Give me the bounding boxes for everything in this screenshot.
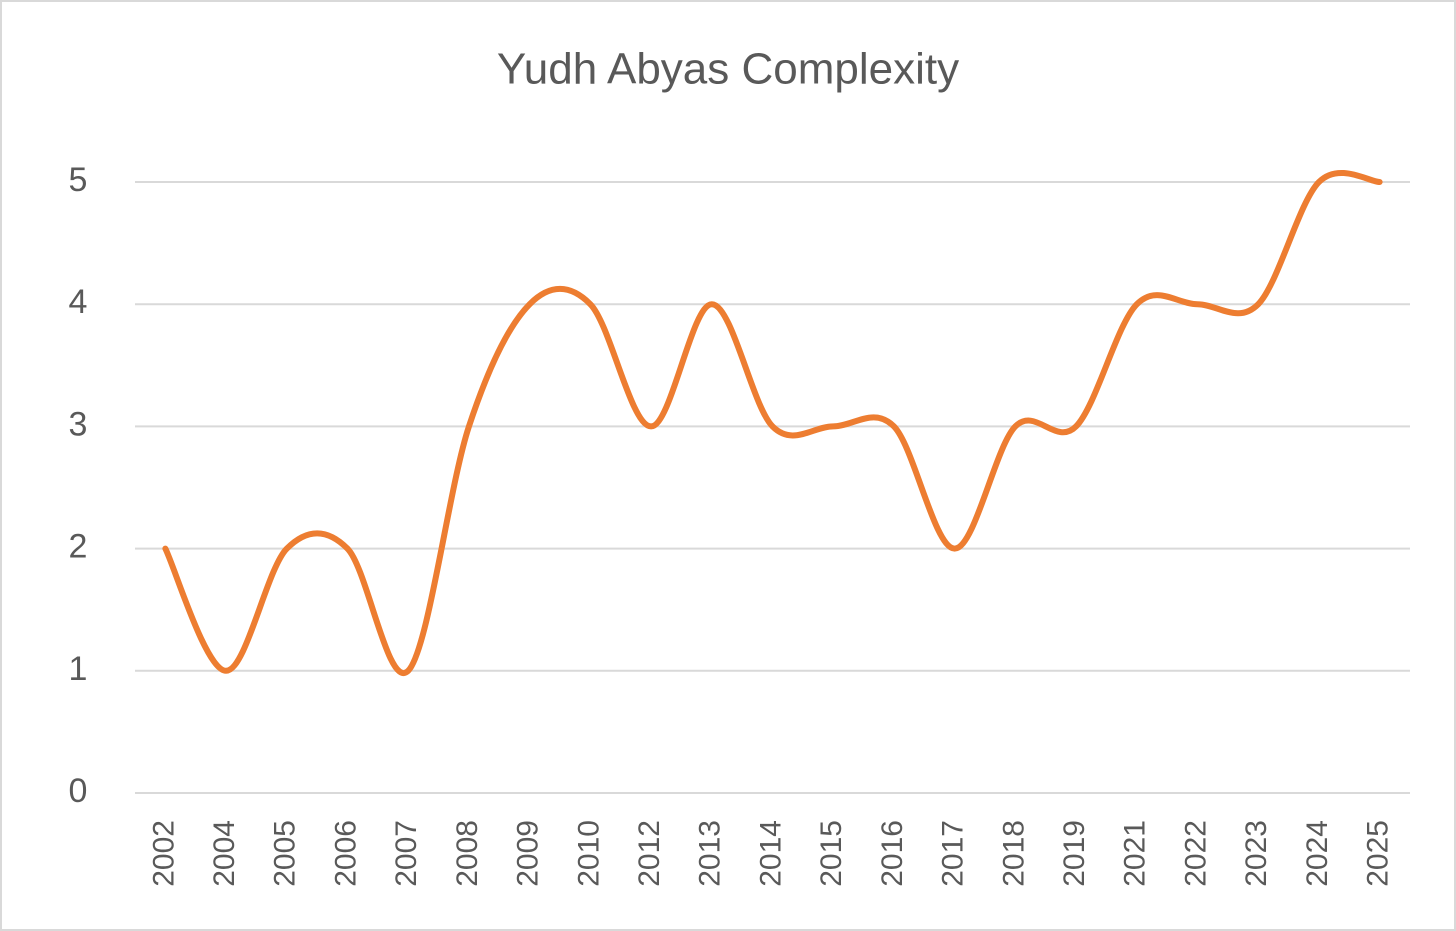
x-tick-label: 2021 xyxy=(1119,820,1152,887)
y-tick-label: 5 xyxy=(69,161,88,199)
x-tick-label: 2014 xyxy=(754,820,787,887)
data-line xyxy=(162,169,1383,677)
x-tick-label: 2007 xyxy=(390,820,423,887)
x-tick-label: 2005 xyxy=(269,820,302,887)
x-tick-label: 2022 xyxy=(1179,820,1212,887)
x-tick-label: 2019 xyxy=(1058,820,1091,887)
chart-title: Yudh Abyas Complexity xyxy=(497,45,959,94)
y-tick-label: 3 xyxy=(69,405,88,443)
x-tick-label: 2013 xyxy=(694,820,727,887)
y-tick-label: 2 xyxy=(69,528,88,566)
x-tick-label: 2008 xyxy=(451,820,484,887)
x-tick-label: 2010 xyxy=(572,820,605,887)
x-tick-label: 2024 xyxy=(1301,820,1334,887)
x-tick-label: 2025 xyxy=(1362,820,1395,887)
x-tick-label: 2015 xyxy=(815,820,848,887)
x-tick-label: 2023 xyxy=(1240,820,1273,887)
y-tick-label: 1 xyxy=(69,650,88,688)
x-tick-label: 2016 xyxy=(876,820,909,887)
x-tick-label: 2018 xyxy=(997,820,1030,887)
x-tick-label: 2006 xyxy=(329,820,362,887)
x-tick-label: 2012 xyxy=(633,820,666,887)
y-tick-label: 4 xyxy=(69,283,88,321)
y-tick-label: 0 xyxy=(69,772,88,810)
x-tick-label: 2004 xyxy=(208,820,241,887)
x-tick-label: 2009 xyxy=(512,820,545,887)
x-tick-label: 2017 xyxy=(937,820,970,887)
x-tick-label: 2002 xyxy=(147,820,180,887)
